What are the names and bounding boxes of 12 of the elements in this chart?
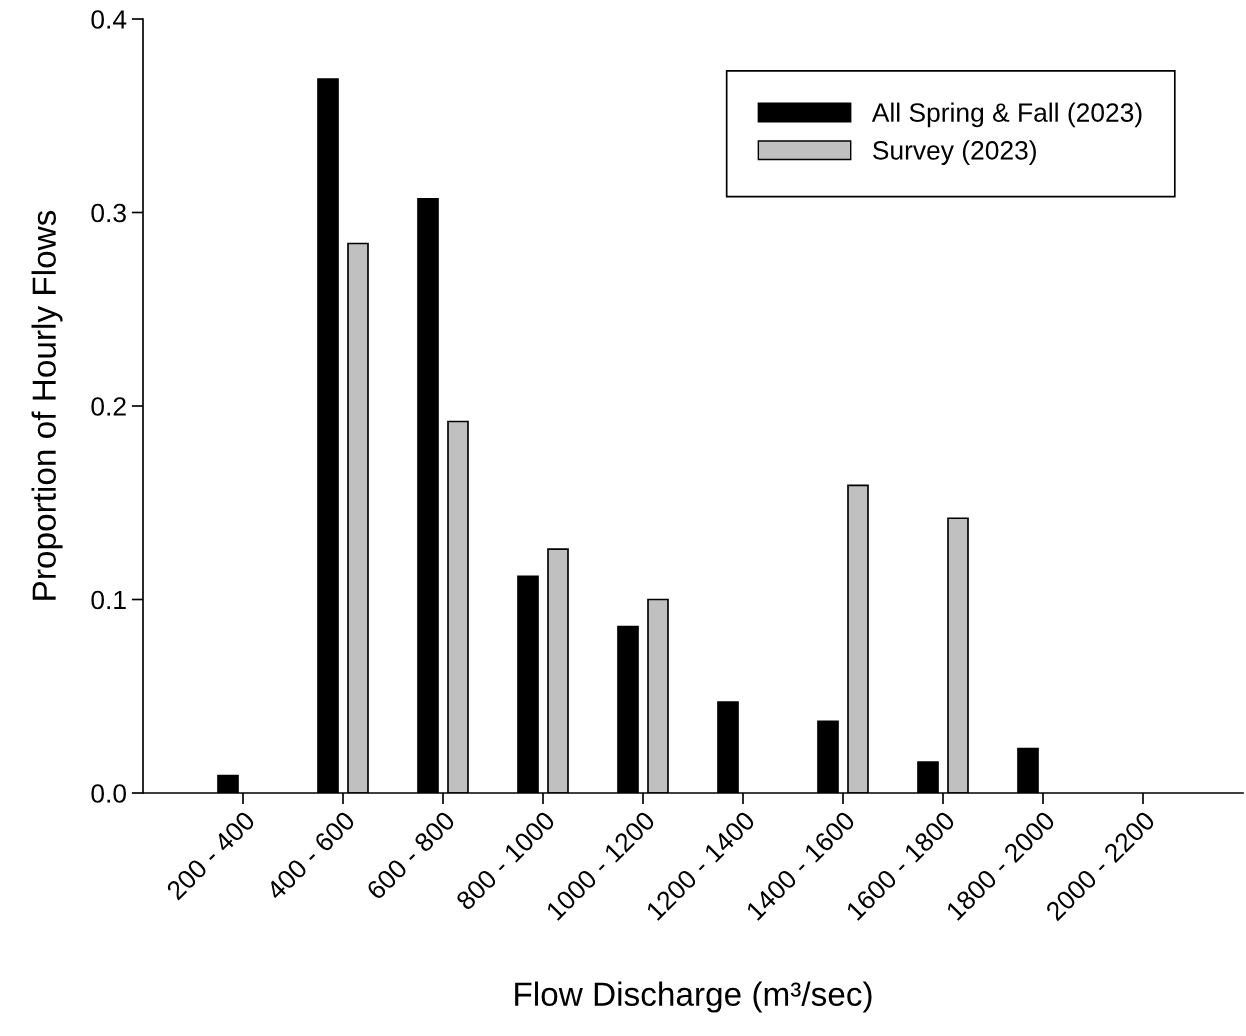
y-tick-label: 0.2 xyxy=(91,397,126,416)
y-tick-label: 0.4 xyxy=(91,10,127,29)
x-tick-label: 600 - 800 xyxy=(365,810,456,901)
x-tick-label: 200 - 400 xyxy=(165,810,256,901)
y-axis-title: Proportion of Hourly Flows xyxy=(31,210,63,600)
y-tick-label: 0.0 xyxy=(91,784,126,803)
y-tick-label: 0.1 xyxy=(91,590,126,610)
legend-label: All Spring & Fall (2023) xyxy=(871,102,1142,128)
x-axis-title: Flow Discharge (m³/sec) xyxy=(515,981,872,1013)
x-tick-label: 400 - 600 xyxy=(265,810,356,902)
y-tick-label: 0.3 xyxy=(91,203,126,223)
legend-label: Survey (2023) xyxy=(873,140,1036,165)
